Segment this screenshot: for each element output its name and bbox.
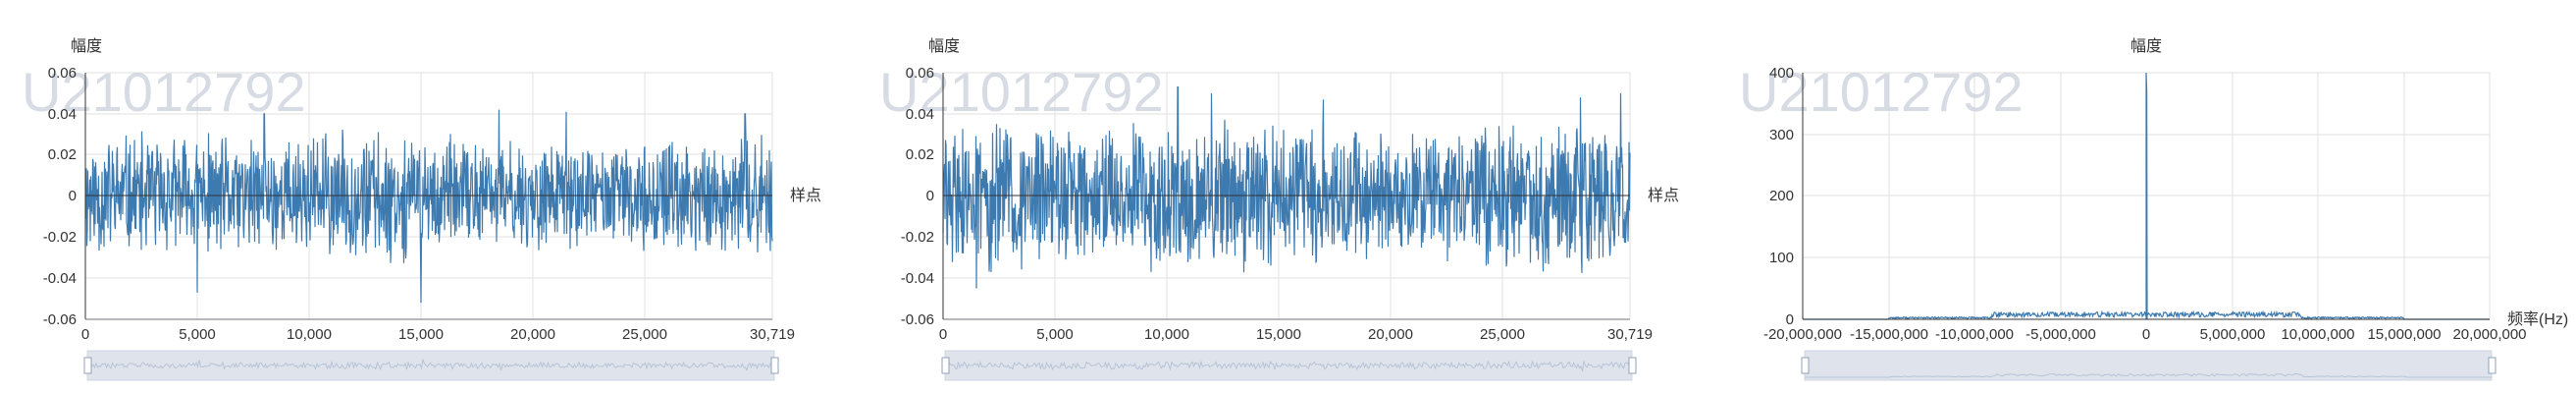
x-tick-label: 10,000 (1144, 326, 1189, 343)
y-tick-label: 400 (1769, 65, 1794, 82)
x-tick-label: 30,719 (750, 326, 795, 343)
y-tick-label: 0 (926, 188, 934, 204)
y-tick-label: 300 (1769, 127, 1794, 143)
data-zoom-track[interactable] (1804, 350, 2493, 381)
y-tick-labels: 400 300 200 100 0 (1769, 65, 1794, 328)
data-zoom-track[interactable] (86, 350, 775, 381)
x-tick-label: -10,000,000 (1935, 326, 2014, 343)
y-tick-label: -0.06 (43, 311, 77, 328)
data-zoom-preview-line (1805, 372, 2492, 378)
x-tick-label: -15,000,000 (1850, 326, 1928, 343)
y-tick-label: -0.02 (43, 229, 77, 246)
y-tick-label: -0.04 (901, 270, 934, 287)
x-tick-label: -20,000,000 (1763, 326, 1842, 343)
chart-panel-1: U21012792 幅度 样点 0.06 0.04 0.02 0 -0.02 -… (22, 37, 821, 381)
x-tick-label: 10,000 (287, 326, 332, 343)
y-tick-label: -0.04 (43, 270, 77, 287)
x-tick-label: 25,000 (1480, 326, 1525, 343)
x-tick-label: 15,000 (1256, 326, 1301, 343)
y-tick-label: 0.04 (906, 106, 934, 123)
x-tick-label: 15,000,000 (2367, 326, 2441, 343)
y-tick-label: -0.02 (901, 229, 934, 246)
x-tick-label: 5,000,000 (2200, 326, 2266, 343)
watermark-text: U21012792 (1739, 61, 2024, 123)
x-tick-label: 20,000 (510, 326, 555, 343)
x-tick-label: -5,000,000 (2025, 326, 2096, 343)
y-tick-label: 0.06 (906, 65, 934, 82)
y-tick-label: 0 (69, 188, 77, 204)
x-tick-label: 20,000 (1368, 326, 1413, 343)
signal-series-line (84, 109, 773, 304)
y-tick-label: -0.06 (901, 311, 934, 328)
x-tick-label: 5,000 (179, 326, 216, 343)
x-tick-label: 5,000 (1036, 326, 1074, 343)
x-tick-label: 0 (2142, 326, 2150, 343)
y-axis-name: 幅度 (2130, 37, 2162, 55)
data-zoom-left-handle[interactable] (941, 357, 950, 374)
x-tick-labels: 0 5,000 10,000 15,000 20,000 25,000 30,7… (81, 326, 795, 343)
y-tick-label: 0.04 (48, 106, 77, 123)
x-tick-label: 25,000 (622, 326, 667, 343)
data-zoom-right-handle[interactable] (1628, 357, 1637, 374)
data-zoom-slider[interactable] (1801, 350, 2497, 381)
data-zoom-right-handle[interactable] (2488, 357, 2497, 374)
x-tick-label: 30,719 (1607, 326, 1653, 343)
chart-panel-2: U21012792 幅度 样点 0.06 0.04 0.02 0 -0.02 -… (879, 37, 1679, 381)
y-tick-labels: 0.06 0.04 0.02 0 -0.02 -0.04 -0.06 (901, 65, 934, 328)
x-axis-name: 样点 (790, 187, 821, 204)
y-tick-label: 0 (1786, 311, 1794, 328)
y-axis-name: 幅度 (928, 37, 960, 55)
y-axis-name: 幅度 (71, 37, 102, 55)
y-tick-label: 100 (1769, 250, 1794, 266)
x-tick-labels: -20,000,000 -15,000,000 -10,000,000 -5,0… (1763, 326, 2527, 343)
x-axis-name: 频率(Hz) (2507, 310, 2568, 328)
x-tick-label: 10,000,000 (2281, 326, 2354, 343)
data-zoom-preview-line (86, 359, 774, 372)
x-axis-name: 样点 (1648, 187, 1679, 204)
x-tick-labels: 0 5,000 10,000 15,000 20,000 25,000 30,7… (939, 326, 1653, 343)
chart-panel-3: U21012792 幅度 频率(Hz) 400 300 200 100 0 -2… (1739, 37, 2568, 381)
x-tick-label: 15,000 (398, 326, 444, 343)
watermark-text: U21012792 (879, 61, 1164, 123)
y-tick-label: 0.02 (48, 146, 77, 163)
data-zoom-left-handle[interactable] (83, 357, 92, 374)
y-tick-label: 0.02 (906, 146, 934, 163)
signal-series-line (942, 85, 1631, 289)
x-tick-label: 0 (81, 326, 89, 343)
watermark-text: U21012792 (22, 61, 306, 123)
spectrum-series-line (1803, 72, 2490, 320)
data-zoom-right-handle[interactable] (770, 357, 779, 374)
data-zoom-slider[interactable] (83, 350, 779, 381)
data-zoom-slider[interactable] (941, 350, 1637, 381)
y-tick-labels: 0.06 0.04 0.02 0 -0.02 -0.04 -0.06 (43, 65, 77, 328)
y-tick-label: 200 (1769, 188, 1794, 204)
x-tick-label: 20,000,000 (2452, 326, 2526, 343)
data-zoom-left-handle[interactable] (1801, 357, 1810, 374)
y-tick-label: 0.06 (48, 65, 77, 82)
data-zoom-preview-line (944, 360, 1632, 371)
x-tick-label: 0 (939, 326, 947, 343)
